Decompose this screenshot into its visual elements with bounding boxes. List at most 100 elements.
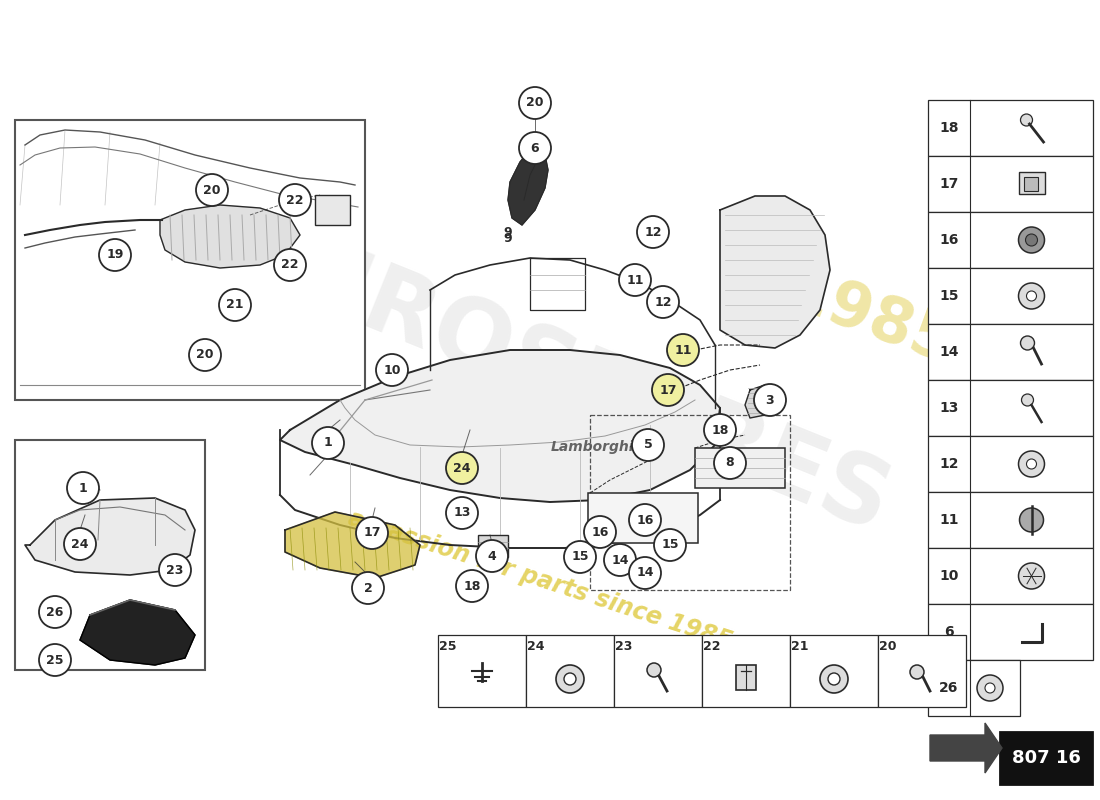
Polygon shape [280, 350, 720, 502]
Text: 26: 26 [46, 606, 64, 618]
Text: 1: 1 [78, 482, 87, 494]
Text: 16: 16 [939, 233, 959, 247]
Circle shape [564, 673, 576, 685]
Text: a passion for parts since 1985: a passion for parts since 1985 [344, 506, 735, 654]
Bar [736, 665, 756, 690]
Circle shape [754, 384, 786, 416]
Text: 18: 18 [463, 579, 481, 593]
Bar [928, 100, 1093, 156]
Circle shape [667, 334, 698, 366]
Circle shape [1021, 114, 1033, 126]
Circle shape [39, 644, 72, 676]
Bar [928, 156, 1093, 212]
Circle shape [456, 570, 488, 602]
Text: 19: 19 [107, 249, 123, 262]
Text: 20: 20 [196, 349, 213, 362]
Polygon shape [80, 600, 195, 665]
Text: 20: 20 [526, 97, 543, 110]
Text: 24: 24 [527, 639, 544, 653]
Text: EUROSPARES: EUROSPARES [218, 206, 902, 554]
Circle shape [1020, 508, 1044, 532]
Text: 17: 17 [659, 383, 676, 397]
Circle shape [910, 665, 924, 679]
Text: 25: 25 [439, 639, 456, 653]
Text: 21: 21 [227, 298, 244, 311]
Circle shape [196, 174, 228, 206]
Polygon shape [720, 196, 830, 348]
Text: 4: 4 [487, 550, 496, 562]
Circle shape [1021, 336, 1034, 350]
Text: 1: 1 [323, 437, 332, 450]
Bar [478, 535, 508, 557]
Circle shape [564, 541, 596, 573]
Circle shape [352, 572, 384, 604]
Circle shape [584, 516, 616, 548]
Text: 13: 13 [453, 506, 471, 519]
Bar [590, 415, 790, 590]
Polygon shape [508, 148, 548, 225]
Circle shape [820, 665, 848, 693]
Circle shape [1019, 451, 1045, 477]
Text: 20: 20 [879, 639, 896, 653]
Bar [438, 635, 526, 707]
Text: 21: 21 [791, 639, 808, 653]
Text: 15: 15 [939, 289, 959, 303]
Circle shape [446, 452, 478, 484]
Bar [315, 195, 350, 225]
Circle shape [39, 596, 72, 628]
Text: 14: 14 [636, 566, 653, 579]
Bar [695, 448, 785, 488]
Text: 22: 22 [286, 194, 304, 206]
Text: 26: 26 [939, 681, 959, 695]
Circle shape [647, 663, 661, 677]
Text: 8: 8 [726, 457, 735, 470]
Bar [928, 604, 1093, 660]
Circle shape [99, 239, 131, 271]
Text: 5: 5 [644, 438, 652, 451]
Text: 22: 22 [282, 258, 299, 271]
Text: 18: 18 [939, 121, 959, 135]
Text: 16: 16 [636, 514, 653, 526]
Text: 1985: 1985 [778, 262, 962, 378]
Circle shape [1026, 291, 1036, 301]
Circle shape [1025, 234, 1037, 246]
Text: 3: 3 [766, 394, 774, 406]
Circle shape [632, 429, 664, 461]
Text: 11: 11 [674, 343, 692, 357]
Bar [878, 635, 966, 707]
Bar [928, 324, 1093, 380]
Text: Lamborghini: Lamborghini [551, 440, 649, 454]
Bar [1019, 172, 1045, 194]
Circle shape [1019, 227, 1045, 253]
Text: 10: 10 [383, 363, 400, 377]
Circle shape [556, 665, 584, 693]
Circle shape [446, 497, 478, 529]
Text: 14: 14 [939, 345, 959, 359]
Text: 15: 15 [571, 550, 588, 563]
Circle shape [977, 675, 1003, 701]
Text: 25: 25 [46, 654, 64, 666]
Polygon shape [930, 723, 1002, 773]
Circle shape [654, 529, 686, 561]
Circle shape [1022, 394, 1034, 406]
Circle shape [519, 132, 551, 164]
Circle shape [189, 339, 221, 371]
Text: 12: 12 [645, 226, 662, 238]
Text: 18: 18 [712, 423, 728, 437]
Circle shape [356, 517, 388, 549]
Bar [15, 120, 365, 400]
Bar [702, 635, 790, 707]
Circle shape [1026, 459, 1036, 469]
Text: 2: 2 [364, 582, 373, 594]
Circle shape [1019, 283, 1045, 309]
Bar [614, 635, 702, 707]
Circle shape [714, 447, 746, 479]
Circle shape [67, 472, 99, 504]
Circle shape [274, 249, 306, 281]
Text: 16: 16 [592, 526, 608, 538]
Text: 14: 14 [612, 554, 629, 566]
Circle shape [629, 557, 661, 589]
Circle shape [984, 683, 996, 693]
Polygon shape [160, 205, 300, 268]
Bar [526, 635, 614, 707]
